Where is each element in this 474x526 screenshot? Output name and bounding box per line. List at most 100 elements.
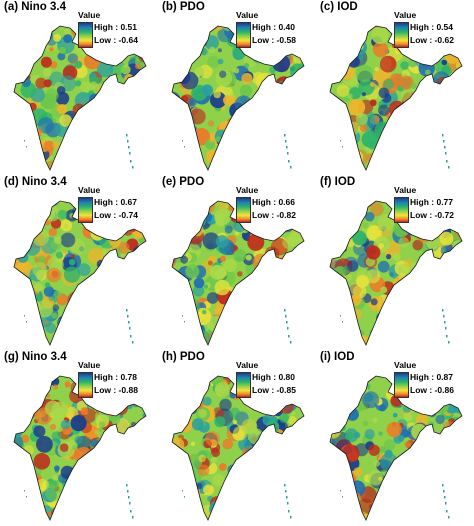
island-marker [340,490,341,492]
island-marker [182,490,183,492]
island-marker [128,321,130,324]
panel-title: (b) PDO [162,1,205,13]
island-marker [184,496,185,498]
india-outline [329,200,463,346]
island-marker [448,166,450,169]
legend-high-value: High : 0.51 [94,22,137,32]
island-marker [127,140,129,143]
island-marker [284,134,286,137]
legend-title: Value [78,360,101,370]
island-marker [132,516,134,519]
india-map-i [329,375,463,521]
island-marker [287,502,289,505]
island-marker [126,134,128,137]
island-marker [448,516,450,519]
island-marker [129,502,131,505]
island-marker [446,335,448,338]
island-marker [286,321,288,324]
legend-title: Value [236,185,259,195]
map-panel-c: (c) IOD Value High : 0.54 Low : -0.62 [316,0,474,175]
india-outline [171,200,305,346]
legend-color-ramp [78,197,93,223]
island-marker [24,315,25,317]
india-outline [13,375,147,521]
legend-color-ramp [394,22,409,48]
india-map-e [171,200,305,346]
island-marker [26,496,27,498]
island-marker [342,146,343,148]
island-marker [446,510,448,513]
island-marker [26,321,27,323]
island-marker [285,490,287,493]
india-outline [13,25,147,171]
island-marker [130,160,132,163]
india-map-d [13,200,147,346]
island-marker [290,166,292,169]
legend-low-value: Low : -0.64 [94,35,138,45]
island-marker [443,315,445,318]
panel-title: (c) IOD [320,1,358,13]
legend-title: Value [78,10,101,20]
island-marker [443,140,445,143]
legend: Value High : 0.51 Low : -0.64 [78,10,158,50]
island-marker [284,484,286,487]
legend-high-value: High : 0.80 [252,372,295,382]
island-marker [444,146,446,149]
map-panel-f: (f) IOD Value High : 0.77 Low : -0.72 [316,175,474,350]
island-marker [442,484,444,487]
legend-high-value: High : 0.78 [94,372,137,382]
island-marker [288,510,290,513]
legend: Value High : 0.54 Low : -0.62 [394,10,474,50]
panel-title: (e) PDO [162,176,205,188]
island-marker [340,315,341,317]
island-marker [340,140,341,142]
legend-title: Value [394,185,417,195]
island-marker [448,341,450,344]
legend-color-ramp [78,22,93,48]
map-panel-b: (b) PDO Value High : 0.40 Low : -0.58 [158,0,316,175]
legend-low-value: Low : -0.72 [410,210,454,220]
india-map-a [13,25,147,171]
legend-high-value: High : 0.77 [410,197,453,207]
island-marker [444,496,446,499]
legend-color-ramp [236,372,251,398]
india-outline [171,25,305,171]
legend-color-ramp [236,197,251,223]
legend-high-value: High : 0.40 [252,22,295,32]
legend-high-value: High : 0.67 [94,197,137,207]
india-map-g [13,375,147,521]
legend-color-ramp [78,372,93,398]
island-marker [290,341,292,344]
island-marker [126,309,128,312]
island-marker [288,335,290,338]
legend-title: Value [394,360,417,370]
legend-color-ramp [394,197,409,223]
map-panel-d: (d) Nino 3.4 Value High : 0.67 Low : -0.74 [0,175,158,350]
legend: Value High : 0.66 Low : -0.82 [236,185,316,225]
legend-title: Value [236,10,259,20]
india-outline [329,375,463,521]
panel-title: (h) PDO [162,351,205,363]
island-marker [128,146,130,149]
legend-color-ramp [394,372,409,398]
island-marker [132,341,134,344]
map-panel-i: (i) IOD Value High : 0.87 Low : -0.86 [316,350,474,525]
island-marker [126,484,128,487]
legend: Value High : 0.40 Low : -0.58 [236,10,316,50]
legend: Value High : 0.67 Low : -0.74 [78,185,158,225]
legend: Value High : 0.78 Low : -0.88 [78,360,158,400]
legend-high-value: High : 0.54 [410,22,453,32]
island-marker [127,315,129,318]
island-marker [446,160,448,163]
legend-title: Value [394,10,417,20]
legend-low-value: Low : -0.58 [252,35,296,45]
island-marker [130,510,132,513]
island-marker [26,146,27,148]
panel-title: (i) IOD [320,351,355,363]
map-panel-h: (h) PDO Value High : 0.80 Low : -0.85 [158,350,316,525]
island-marker [184,321,185,323]
island-marker [128,496,130,499]
legend: Value High : 0.87 Low : -0.86 [394,360,474,400]
legend-low-value: Low : -0.82 [252,210,296,220]
